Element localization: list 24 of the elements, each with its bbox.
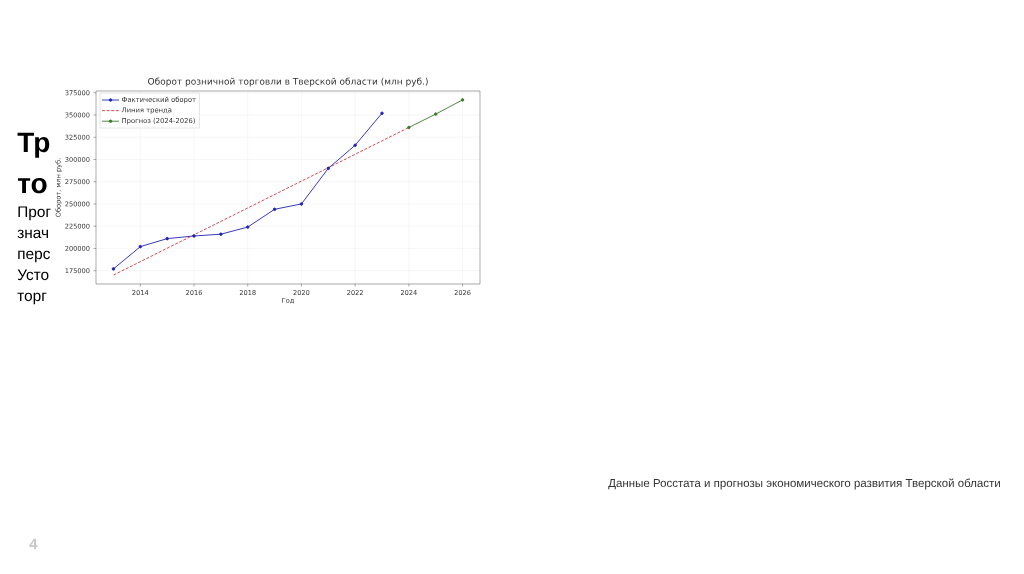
- point: [407, 125, 411, 130]
- text: знач: [17, 229, 48, 239]
- point: [353, 143, 357, 147]
- point: [326, 166, 331, 171]
- text: перс: [18, 250, 50, 263]
- point: [299, 202, 304, 206]
- point: [380, 111, 384, 115]
- point: [245, 225, 250, 229]
- text: Тр: [17, 132, 50, 158]
- text: Усто: [17, 269, 49, 281]
- text: торг: [17, 292, 47, 305]
- point: [460, 98, 465, 102]
- point: [272, 207, 277, 212]
- text: то: [18, 177, 47, 194]
- point: [192, 234, 196, 238]
- chart-title: Оборот розничной торговли в Тверской области (млн руб.): [148, 77, 428, 87]
- point: [219, 232, 223, 236]
- point: [165, 236, 169, 241]
- point: [433, 112, 438, 116]
- text: Прог: [18, 206, 51, 221]
- text: 4: [29, 538, 38, 549]
- text: Данные Росстата и прогнозы экономического развития Тверской области: [608, 478, 1000, 490]
- point: [138, 244, 143, 249]
- point: [111, 267, 116, 271]
